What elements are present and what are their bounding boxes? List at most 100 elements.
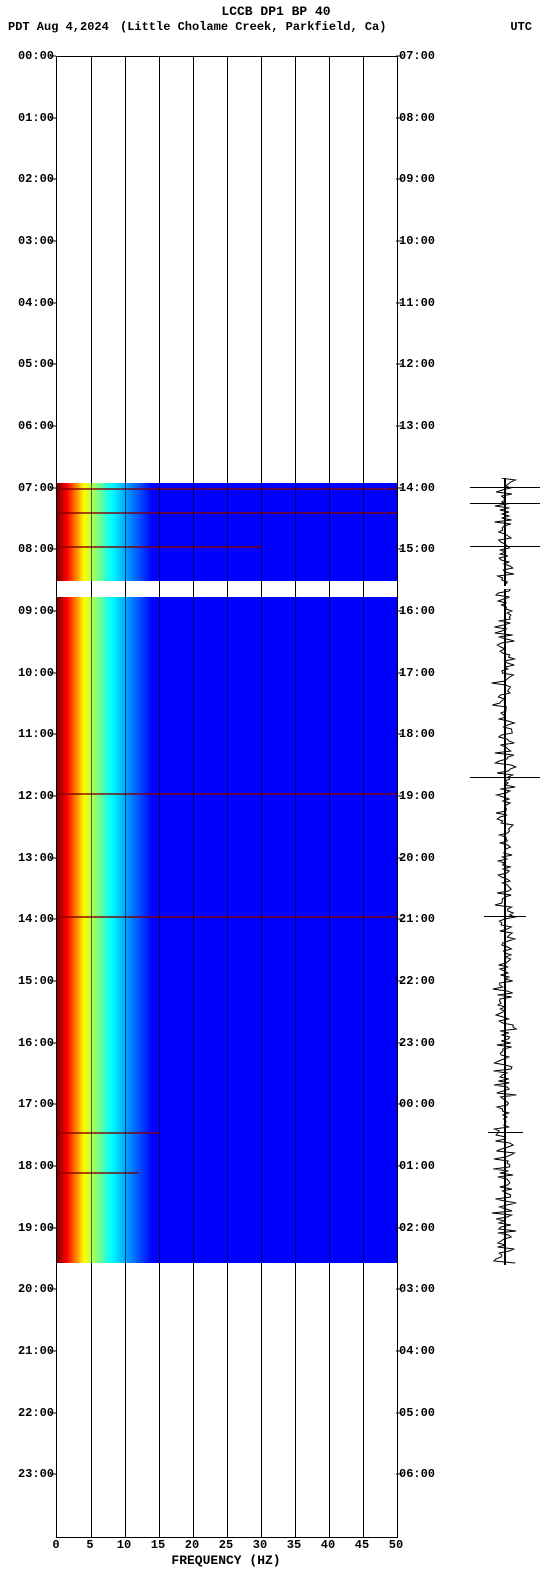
chart-subtitle: PDT Aug 4,2024 (Little Cholame Creek, Pa… xyxy=(0,20,552,34)
tick-mark xyxy=(50,981,56,982)
right-tick-label: 02:00 xyxy=(397,1222,457,1234)
tick-mark xyxy=(50,487,56,488)
tick-mark xyxy=(396,1104,402,1105)
tick-mark xyxy=(50,549,56,550)
subtitle-right: UTC xyxy=(510,20,532,34)
left-tick-label: 16:00 xyxy=(0,1037,56,1049)
seismogram-spike xyxy=(470,777,540,778)
seismogram-svg xyxy=(470,589,540,1264)
left-tick-label: 05:00 xyxy=(0,358,56,370)
right-tick-label: 04:00 xyxy=(397,1345,457,1357)
tick-mark xyxy=(396,179,402,180)
x-tick-label: 50 xyxy=(389,1538,403,1552)
tick-mark xyxy=(50,179,56,180)
tick-mark xyxy=(50,364,56,365)
gridline xyxy=(363,57,364,1537)
gridline xyxy=(159,57,160,1537)
left-tick-label: 06:00 xyxy=(0,420,56,432)
right-tick-label: 16:00 xyxy=(397,605,457,617)
tick-mark xyxy=(50,1227,56,1228)
tick-mark xyxy=(50,1104,56,1105)
tick-mark xyxy=(396,241,402,242)
tick-mark xyxy=(50,1289,56,1290)
right-tick-label: 01:00 xyxy=(397,1160,457,1172)
gridline xyxy=(91,57,92,1537)
x-tick-label: 10 xyxy=(117,1538,131,1552)
tick-mark xyxy=(396,611,402,612)
right-tick-label: 13:00 xyxy=(397,420,457,432)
tick-mark xyxy=(396,302,402,303)
tick-mark xyxy=(396,672,402,673)
gridline xyxy=(261,57,262,1537)
subtitle-left: PDT Aug 4,2024 xyxy=(8,20,109,34)
x-tick-label: 25 xyxy=(219,1538,233,1552)
tick-mark xyxy=(50,302,56,303)
right-tick-label: 11:00 xyxy=(397,297,457,309)
right-tick-label: 09:00 xyxy=(397,173,457,185)
tick-mark xyxy=(50,611,56,612)
tick-mark xyxy=(50,1412,56,1413)
tick-mark xyxy=(50,1474,56,1475)
tick-mark xyxy=(396,1042,402,1043)
tick-mark xyxy=(396,56,402,57)
tick-mark xyxy=(396,364,402,365)
right-tick-label: 18:00 xyxy=(397,728,457,740)
event-streak xyxy=(57,1132,159,1134)
chart-title: LCCB DP1 BP 40 xyxy=(0,4,552,20)
chart-header: LCCB DP1 BP 40 PDT Aug 4,2024 (Little Ch… xyxy=(0,4,552,34)
seismogram-spike xyxy=(470,487,540,488)
left-tick-label: 18:00 xyxy=(0,1160,56,1172)
gridline xyxy=(193,57,194,1537)
gridline xyxy=(329,57,330,1537)
tick-mark xyxy=(50,734,56,735)
left-tick-label: 22:00 xyxy=(0,1407,56,1419)
left-tick-label: 19:00 xyxy=(0,1222,56,1234)
left-tick-label: 04:00 xyxy=(0,297,56,309)
right-tick-label: 14:00 xyxy=(397,482,457,494)
left-tick-label: 17:00 xyxy=(0,1098,56,1110)
x-axis-label: FREQUENCY (HZ) xyxy=(56,1553,396,1568)
right-tick-label: 06:00 xyxy=(397,1468,457,1480)
tick-mark xyxy=(396,549,402,550)
gridline xyxy=(227,57,228,1537)
tick-mark xyxy=(50,1166,56,1167)
seismogram-spike xyxy=(470,546,540,547)
tick-mark xyxy=(396,796,402,797)
tick-mark xyxy=(396,487,402,488)
x-tick-label: 0 xyxy=(52,1538,59,1552)
tick-mark xyxy=(50,672,56,673)
left-tick-label: 08:00 xyxy=(0,543,56,555)
tick-mark xyxy=(396,1227,402,1228)
left-tick-label: 14:00 xyxy=(0,913,56,925)
x-tick-label: 40 xyxy=(321,1538,335,1552)
tick-mark xyxy=(396,734,402,735)
right-tick-label: 21:00 xyxy=(397,913,457,925)
tick-mark xyxy=(50,56,56,57)
seismogram-svg xyxy=(470,478,540,586)
tick-mark xyxy=(396,1289,402,1290)
x-tick-label: 5 xyxy=(86,1538,93,1552)
right-tick-label: 19:00 xyxy=(397,790,457,802)
left-tick-label: 01:00 xyxy=(0,112,56,124)
seismogram-trace xyxy=(470,56,540,1536)
tick-mark xyxy=(50,117,56,118)
x-tick-label: 20 xyxy=(185,1538,199,1552)
tick-mark xyxy=(50,426,56,427)
tick-mark xyxy=(396,426,402,427)
right-tick-label: 22:00 xyxy=(397,975,457,987)
left-tick-label: 03:00 xyxy=(0,235,56,247)
right-tick-label: 10:00 xyxy=(397,235,457,247)
left-tick-label: 20:00 xyxy=(0,1283,56,1295)
right-tick-label: 08:00 xyxy=(397,112,457,124)
right-tick-label: 17:00 xyxy=(397,667,457,679)
left-tick-label: 10:00 xyxy=(0,667,56,679)
left-tick-label: 13:00 xyxy=(0,852,56,864)
x-tick-label: 15 xyxy=(151,1538,165,1552)
tick-mark xyxy=(50,796,56,797)
right-tick-label: 03:00 xyxy=(397,1283,457,1295)
left-tick-label: 23:00 xyxy=(0,1468,56,1480)
right-tick-label: 23:00 xyxy=(397,1037,457,1049)
right-tick-label: 00:00 xyxy=(397,1098,457,1110)
seismogram-spike xyxy=(470,503,540,504)
left-tick-label: 00:00 xyxy=(0,50,56,62)
